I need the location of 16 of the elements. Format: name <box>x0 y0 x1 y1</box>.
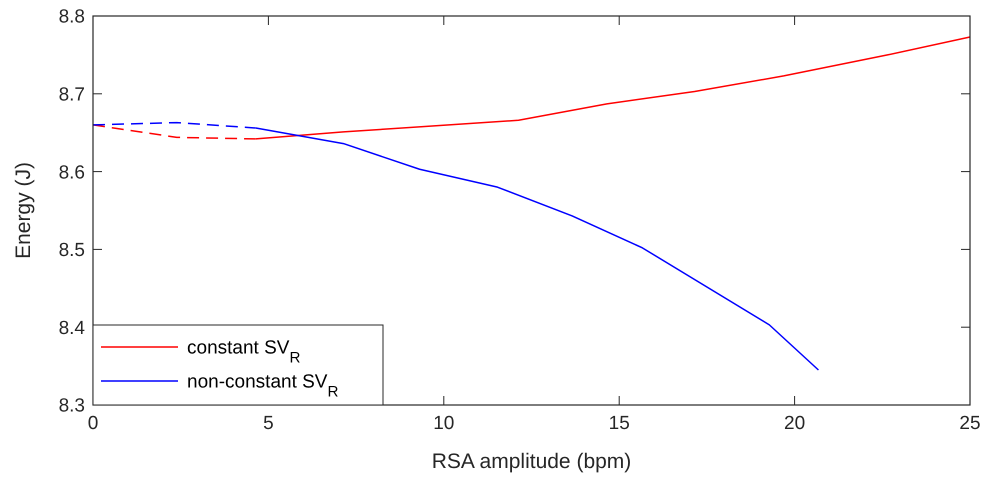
legend-label: constant SV$_{R}$ <box>187 338 300 366</box>
y-tick-label: 8.7 <box>58 84 85 106</box>
legend-label: non-constant SV$_{R}$ <box>187 372 338 400</box>
x-tick-label: 0 <box>88 413 98 434</box>
x-tick-label: 20 <box>784 413 806 434</box>
y-tick-label: 8.4 <box>58 318 86 339</box>
x-tick-label: 10 <box>433 413 454 434</box>
y-tick-label: 8.3 <box>58 396 85 417</box>
y-tick-label: 8.6 <box>58 162 85 184</box>
y-tick-label: 8.5 <box>58 240 85 262</box>
x-axis-title: RSA amplitude (bpm) <box>432 450 632 473</box>
y-tick-label: 8.8 <box>58 6 85 28</box>
x-tick-label: 5 <box>263 413 274 434</box>
x-tick-label: 15 <box>608 413 630 434</box>
x-tick-label: 25 <box>959 413 981 434</box>
y-axis-title: Energy (J) <box>12 162 35 259</box>
